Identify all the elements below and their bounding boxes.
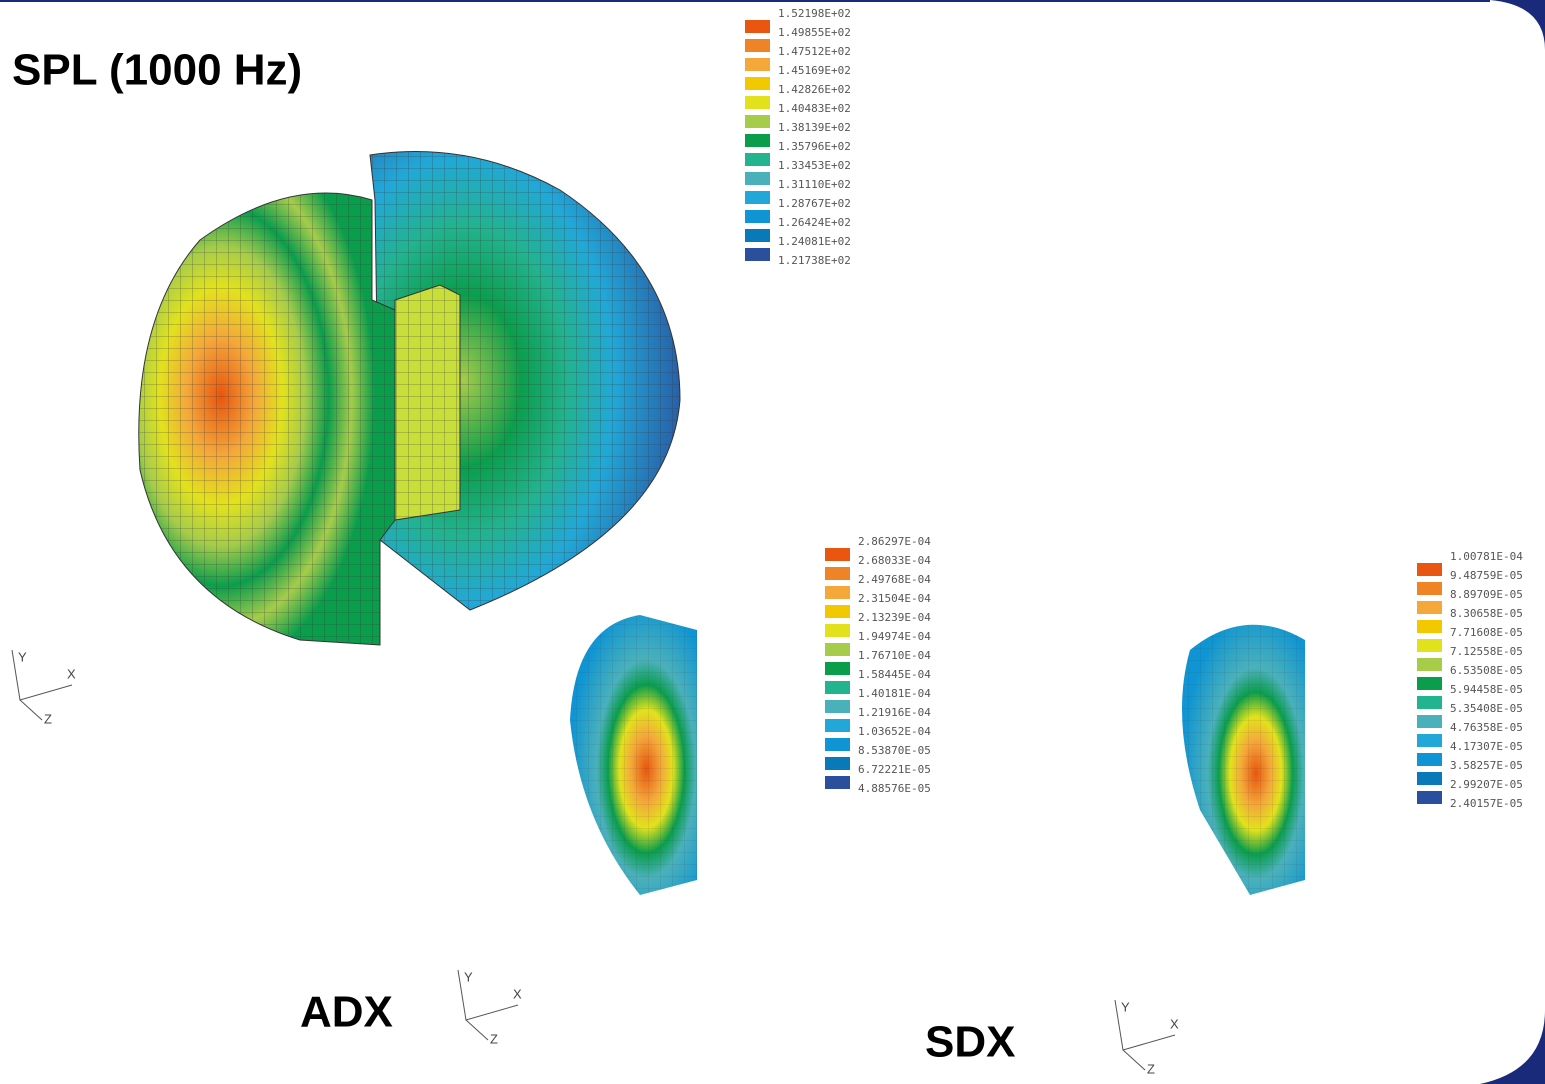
- legend-label: 1.76710E-04: [858, 649, 931, 662]
- legend-swatch: [825, 605, 850, 618]
- spl-render: [139, 152, 680, 645]
- legend-swatch: [745, 210, 770, 223]
- triad-label: Z: [1147, 1061, 1155, 1076]
- triad-label: Z: [44, 711, 52, 726]
- legend-label: 2.49768E-04: [858, 573, 931, 586]
- legend-swatch: [1417, 734, 1442, 747]
- legend-swatch: [825, 681, 850, 694]
- slide: SPL (1000 Hz) 1.52198E+02 1.49855E+02 1.47…: [0, 0, 1545, 1084]
- legend-swatch: [1417, 696, 1442, 709]
- legend-label: 8.53870E-05: [858, 744, 931, 757]
- legend-label: 9.48759E-05: [1450, 569, 1523, 582]
- legend-swatch: [825, 757, 850, 770]
- legend-swatch: [1417, 791, 1442, 804]
- legend-label: 2.86297E-04: [858, 535, 931, 548]
- legend-label: 1.24081E+02: [778, 235, 851, 248]
- legend-swatch: [1417, 563, 1442, 576]
- legend-label: 1.40483E+02: [778, 102, 851, 115]
- adx-render: [570, 615, 697, 895]
- legend-swatch: [745, 229, 770, 242]
- legend-label: 3.58257E-05: [1450, 759, 1523, 772]
- legend-label: 1.26424E+02: [778, 216, 851, 229]
- legend-swatch: [825, 776, 850, 789]
- legend-swatch: [1417, 620, 1442, 633]
- legend-swatch: [745, 115, 770, 128]
- legend-swatch: [1417, 715, 1442, 728]
- legend-swatch: [1417, 658, 1442, 671]
- legend-label: 2.13239E-04: [858, 611, 931, 624]
- legend-swatch: [745, 134, 770, 147]
- triad-label: X: [1170, 1016, 1179, 1031]
- legend-swatch: [825, 700, 850, 713]
- legend-swatch: [1417, 677, 1442, 690]
- corner-decor: [1480, 1010, 1545, 1084]
- legend-swatch: [825, 567, 850, 580]
- legend-swatch: [1417, 753, 1442, 766]
- legend-swatch: [825, 719, 850, 732]
- legend-swatch: [745, 191, 770, 204]
- legend-label: 2.99207E-05: [1450, 778, 1523, 791]
- legend-swatch: [1417, 582, 1442, 595]
- legend-label: 1.40181E-04: [858, 687, 931, 700]
- corner-decor: [1490, 0, 1545, 50]
- legend-label: 1.21738E+02: [778, 254, 851, 267]
- legend-label: 2.68033E-04: [858, 554, 931, 567]
- caption: SDX: [925, 1018, 1015, 1067]
- triad-label: Y: [18, 649, 27, 664]
- legend-label: 8.30658E-05: [1450, 607, 1523, 620]
- legend-swatch: [1417, 772, 1442, 785]
- legend-label: 1.42826E+02: [778, 83, 851, 96]
- triad-label: Y: [464, 969, 473, 984]
- legend-label: 2.40157E-05: [1450, 797, 1523, 810]
- legend-label: 5.94458E-05: [1450, 683, 1523, 696]
- legend-swatch: [825, 586, 850, 599]
- legend-swatch: [745, 58, 770, 71]
- legend-swatch: [825, 738, 850, 751]
- legend-swatch: [1417, 601, 1442, 614]
- legend-label: 6.53508E-05: [1450, 664, 1523, 677]
- legend-label: 1.49855E+02: [778, 26, 851, 39]
- legend-swatch: [825, 548, 850, 561]
- legend-label: 1.58445E-04: [858, 668, 931, 681]
- caption: ADX: [300, 988, 393, 1037]
- legend-label: 8.89709E-05: [1450, 588, 1523, 601]
- legend-label: 1.38139E+02: [778, 121, 851, 134]
- legend-swatch: [745, 20, 770, 33]
- legend-label: 2.31504E-04: [858, 592, 931, 605]
- legend-swatch: [1417, 639, 1442, 652]
- slide-title: SPL (1000 Hz): [12, 46, 302, 95]
- legend-swatch: [745, 77, 770, 90]
- legend-label: 1.47512E+02: [778, 45, 851, 58]
- legend-label: 1.21916E-04: [858, 706, 931, 719]
- legend-label: 1.33453E+02: [778, 159, 851, 172]
- legend-label: 6.72221E-05: [858, 763, 931, 776]
- legend-swatch: [825, 662, 850, 675]
- triad-label: Y: [1121, 999, 1130, 1014]
- legend-label: 4.76358E-05: [1450, 721, 1523, 734]
- triad-label: Z: [490, 1031, 498, 1046]
- legend-label: 1.28767E+02: [778, 197, 851, 210]
- triad-label: X: [513, 986, 522, 1001]
- legend-swatch: [745, 172, 770, 185]
- legend-swatch: [825, 624, 850, 637]
- legend-label: 1.35796E+02: [778, 140, 851, 153]
- legend-label: 4.17307E-05: [1450, 740, 1523, 753]
- legend-label: 1.03652E-04: [858, 725, 931, 738]
- legend-label: 1.45169E+02: [778, 64, 851, 77]
- legend-swatch: [825, 643, 850, 656]
- sdx-render: [1182, 625, 1305, 895]
- legend-swatch: [745, 96, 770, 109]
- triad-label: X: [67, 666, 76, 681]
- legend-label: 7.71608E-05: [1450, 626, 1523, 639]
- legend-swatch: [745, 39, 770, 52]
- legend-label: 1.31110E+02: [778, 178, 851, 191]
- legend-label: 1.00781E-04: [1450, 550, 1523, 563]
- legend-label: 1.94974E-04: [858, 630, 931, 643]
- legend-label: 7.12558E-05: [1450, 645, 1523, 658]
- legend-label: 1.52198E+02: [778, 7, 851, 20]
- legend-label: 5.35408E-05: [1450, 702, 1523, 715]
- legend-swatch: [745, 248, 770, 261]
- legend-swatch: [745, 153, 770, 166]
- legend-label: 4.88576E-05: [858, 782, 931, 795]
